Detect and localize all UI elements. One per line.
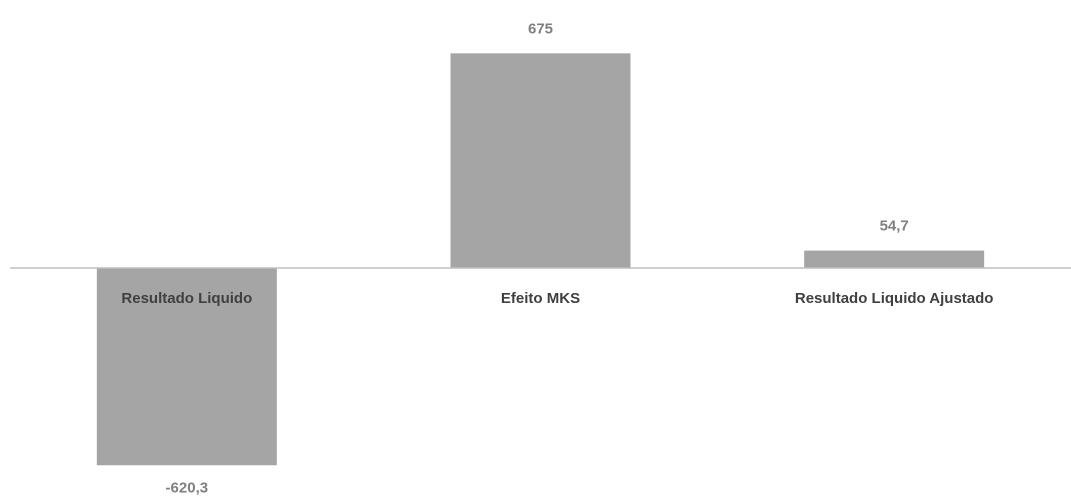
bar-resultado-liquido-ajustado — [804, 250, 985, 268]
category-label-resultado-liquido-ajustado: Resultado Liquido Ajustado — [795, 290, 994, 307]
bars-group — [96, 53, 985, 466]
data-label-resultado-liquido: -620,3 — [166, 479, 209, 496]
bar-efeito-mks — [450, 53, 631, 268]
data-labels-group: -620,3 675 54,7 — [166, 20, 909, 496]
category-label-efeito-mks: Efeito MKS — [501, 290, 580, 307]
data-label-resultado-liquido-ajustado: 54,7 — [880, 218, 909, 235]
data-label-efeito-mks: 675 — [528, 20, 553, 37]
category-labels-group: Resultado Liquido Efeito MKS Resultado Liq… — [121, 290, 993, 307]
bar-resultado-liquido — [96, 268, 277, 466]
category-label-resultado-liquido: Resultado Liquido — [121, 290, 252, 307]
